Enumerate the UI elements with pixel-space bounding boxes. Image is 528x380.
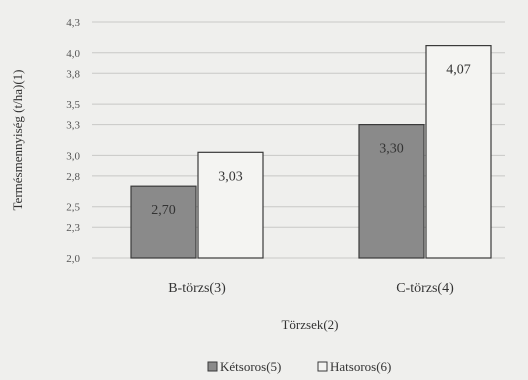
data-label: 3,30: [379, 142, 404, 157]
legend: Kétsoros(5) Hatsoros(6): [207, 359, 391, 374]
bars: [130, 44, 492, 259]
y-tick-label: 4,0: [66, 48, 80, 60]
data-label: 3,03: [218, 169, 243, 184]
legend-swatch: [317, 361, 328, 372]
category-label: C-törzs(4): [396, 281, 454, 296]
data-label: 4,07: [446, 63, 471, 78]
category-label: B-törzs(3): [168, 281, 226, 296]
bar-ketsoros: [358, 124, 425, 259]
y-tick-label: 2,8: [66, 171, 80, 183]
data-labels: 2,70 3,03 3,30 4,07: [151, 63, 471, 219]
y-tick-label: 2,0: [66, 253, 80, 265]
legend-swatch: [207, 361, 218, 372]
legend-label: Hatsoros(6): [330, 359, 391, 374]
y-axis-ticks: 2,0 2,3 2,5 2,8 3,0 3,3 3,5 3,8 4,0 4,3: [66, 17, 80, 265]
y-tick-label: 2,5: [66, 202, 80, 214]
y-axis-title: Termésmennyiség (t/ha)(1): [10, 70, 25, 211]
y-tick-label: 2,3: [66, 222, 80, 234]
data-label: 2,70: [151, 203, 176, 218]
bar-hatsoros: [425, 44, 492, 259]
y-tick-label: 3,8: [66, 68, 80, 80]
y-tick-label: 3,0: [66, 150, 80, 162]
category-labels: B-törzs(3) C-törzs(4): [168, 281, 454, 296]
y-tick-label: 4,3: [66, 17, 80, 29]
y-tick-label: 3,5: [66, 99, 80, 111]
legend-label: Kétsoros(5): [220, 359, 281, 374]
y-tick-label: 3,3: [66, 120, 80, 132]
bar-hatsoros: [197, 151, 264, 259]
bar-ketsoros: [130, 185, 197, 259]
x-axis-title: Törzsek(2): [281, 317, 338, 332]
